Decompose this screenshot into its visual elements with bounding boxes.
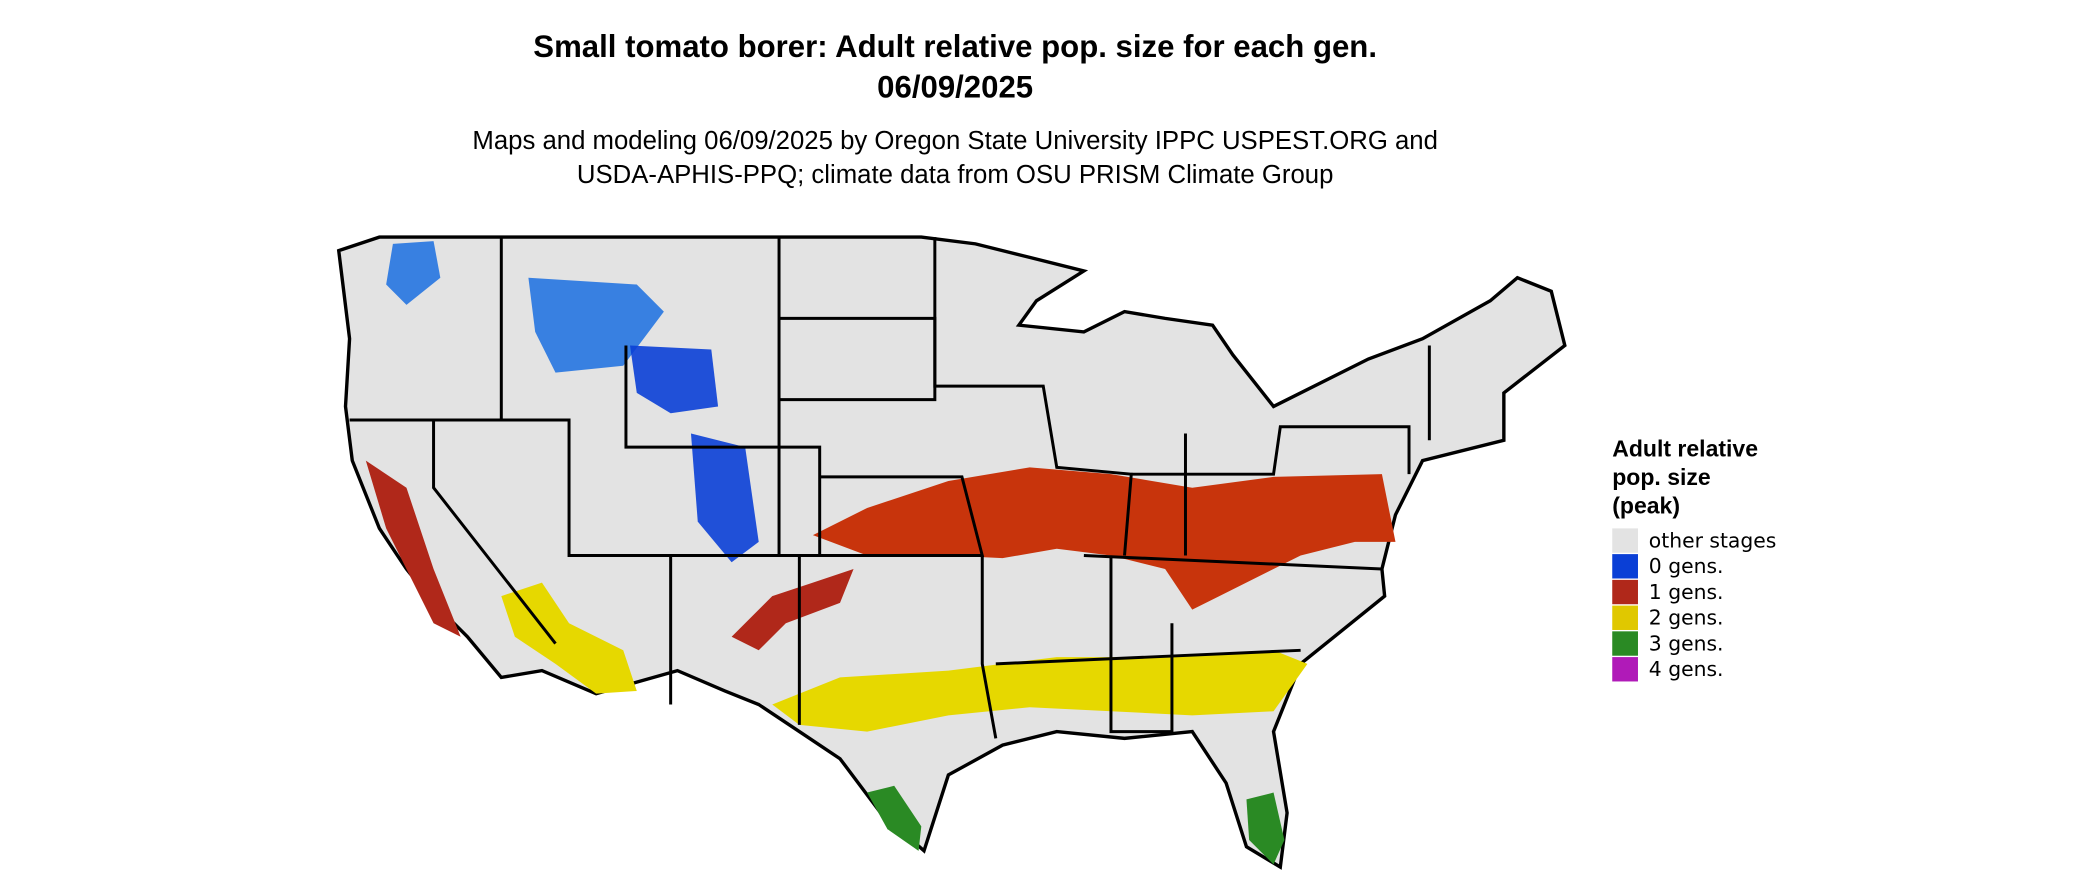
zone-1-gens (365, 460, 461, 637)
legend-title: pop. size (1612, 464, 1711, 490)
zone-1-gens (731, 569, 854, 651)
zone-0-gens (386, 241, 441, 305)
subtitle: Maps and modeling 06/09/2025 by Oregon S… (472, 127, 1438, 155)
subtitle: USDA-APHIS-PPQ; climate data from OSU PR… (577, 161, 1334, 189)
zone-3-gens (1246, 792, 1285, 865)
title: 06/09/2025 (877, 70, 1033, 105)
us-map (336, 235, 1567, 870)
legend-title: Adult relative (1612, 436, 1758, 462)
zone-0-gens (528, 277, 664, 373)
legend-label: 2 gens. (1649, 606, 1724, 630)
legend-swatch (1612, 579, 1638, 605)
zone-0-gens (690, 433, 759, 563)
legend-swatch (1612, 605, 1638, 630)
legend-swatch (1612, 631, 1638, 656)
legend-label: 3 gens. (1649, 631, 1724, 655)
legend-swatch (1612, 528, 1638, 553)
zone-3-gens (867, 785, 922, 851)
legend-label: other stages (1649, 528, 1777, 552)
legend-swatch (1612, 554, 1638, 579)
state-borders (349, 237, 1431, 739)
legend-swatch (1612, 657, 1638, 682)
title: Small tomato borer: Adult relative pop. … (533, 29, 1377, 64)
legend-label: 1 gens. (1649, 580, 1724, 604)
zone-2-gens (501, 582, 637, 694)
legend-label: 4 gens. (1649, 657, 1724, 681)
zone-2-gens (772, 650, 1308, 732)
zone-0-gens (630, 345, 719, 414)
zone-1-gens (812, 467, 1396, 610)
legend-label: 0 gens. (1649, 554, 1724, 578)
legend-title: (peak) (1612, 492, 1680, 518)
